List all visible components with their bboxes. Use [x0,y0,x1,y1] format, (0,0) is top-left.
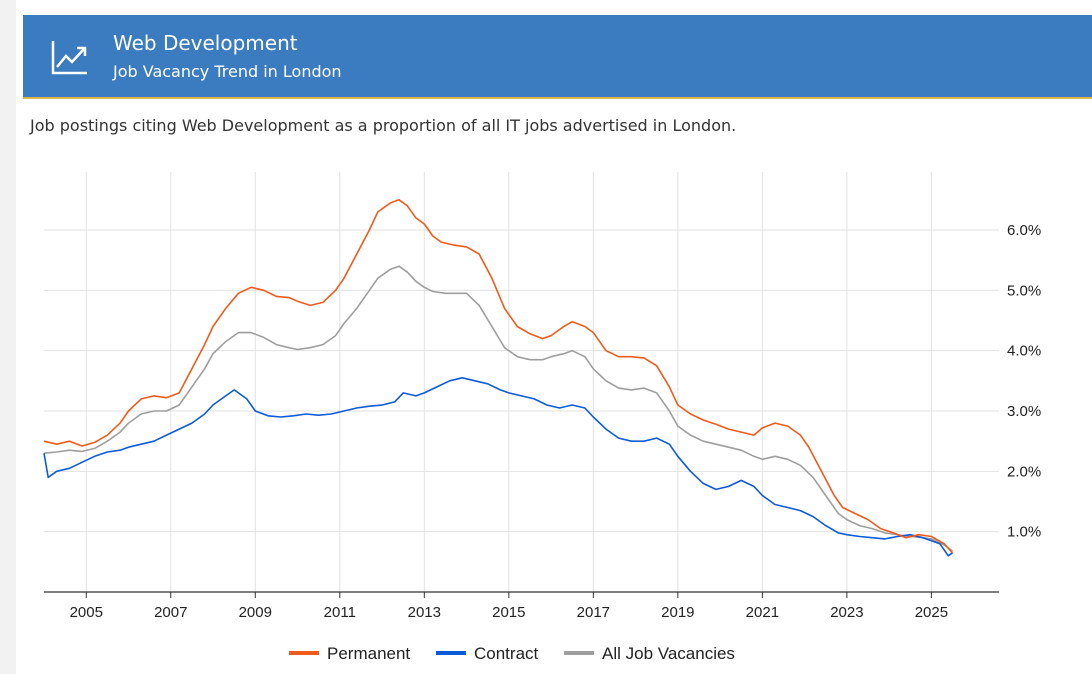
x-tick-label: 2015 [492,604,525,621]
x-tick-label: 2019 [661,604,694,621]
legend-label-contract: Contract [474,644,539,663]
chart-description: Job postings citing Web Development as a… [30,116,737,135]
series-line-permanent [43,199,954,554]
x-tick-label: 2023 [830,604,863,621]
trend-chart: 2005 2007 2009 2011 2013 2015 2017 2019 2021 2023… [43,172,1041,663]
header-subtitle: Job Vacancy Trend in London [113,62,342,81]
trending-up-icon [51,41,87,75]
x-tick-label: 2007 [154,604,187,621]
y-tick-label: 4.0% [1007,343,1041,360]
header-title: Web Development [113,31,298,55]
x-tick-label: 2017 [577,604,610,621]
x-tick-label: 2013 [408,604,441,621]
x-tick-label: 2009 [239,604,272,621]
y-tick-label: 1.0% [1007,524,1041,541]
x-tick-label: 2021 [746,604,779,621]
y-tick-label: 6.0% [1007,222,1041,239]
x-tick-label: 2025 [915,604,948,621]
series-line-all-job-vacancies [43,265,953,552]
header-bar: Web Development Job Vacancy Trend in Lon… [23,15,1092,99]
y-tick-label: 3.0% [1007,403,1041,420]
x-tick-label: 2011 [324,604,356,621]
y-tick-label: 5.0% [1007,282,1041,299]
legend-label-permanent: Permanent [327,644,410,663]
series-line-contract [43,377,953,557]
chart-card: Web Development Job Vacancy Trend in Lon… [16,0,1092,674]
y-tick-label: 2.0% [1007,463,1041,480]
x-tick-label: 2005 [70,604,103,621]
legend-label-all-job-vacancies: All Job Vacancies [602,644,735,663]
